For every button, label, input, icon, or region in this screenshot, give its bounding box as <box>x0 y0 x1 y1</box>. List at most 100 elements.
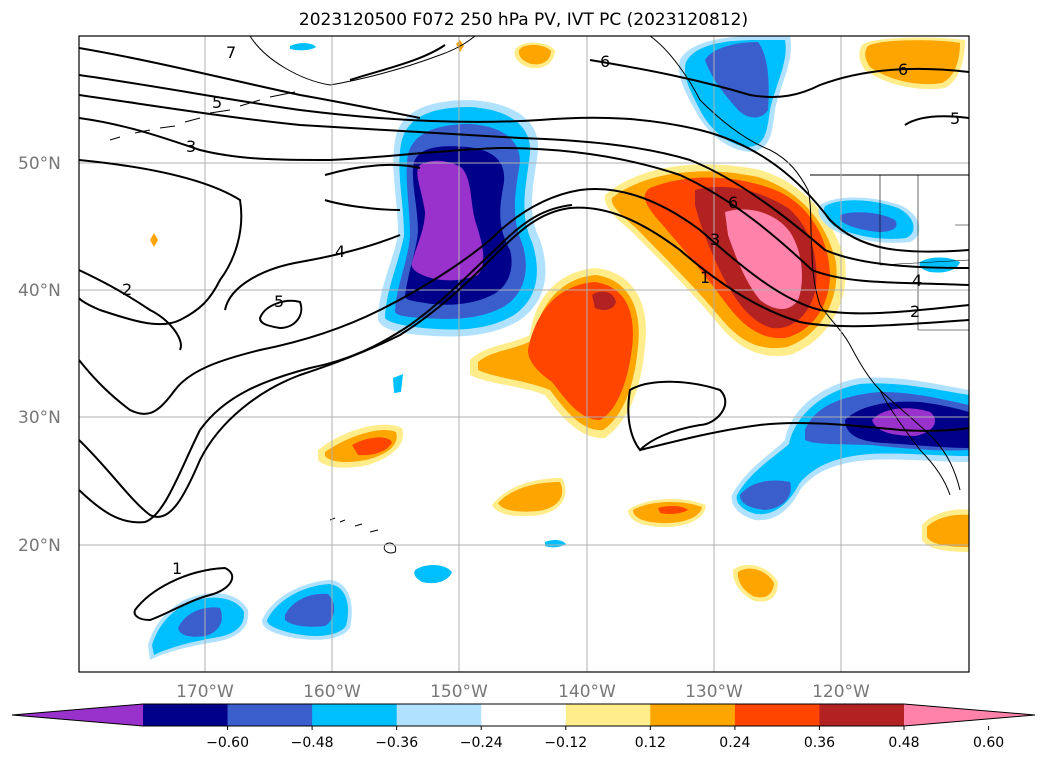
hawaii-islands <box>329 517 397 554</box>
contour-label: 6 <box>728 193 738 212</box>
contour-label: 3 <box>710 230 720 249</box>
lon-label-140w: 140°W <box>558 682 616 702</box>
contour-line <box>79 117 969 286</box>
pv-fill-deep-sky-blue <box>545 539 566 548</box>
colorbar-segment <box>819 704 905 726</box>
pv-fill-orange <box>518 44 551 65</box>
longitude-labels: 170°W 160°W 150°W 140°W 130°W 120°W <box>176 682 870 702</box>
contour-label: 5 <box>950 109 960 128</box>
contour-line <box>79 47 421 119</box>
pv-fill-deep-sky-blue <box>290 43 316 51</box>
ivt-contours <box>79 44 969 622</box>
colorbar: −0.60 −0.48 −0.36 −0.24 −0.12 0.12 0.24 0.36 0.4… <box>11 703 1036 751</box>
lat-label-30n: 30°N <box>18 408 61 428</box>
pv-fill-dark-orchid <box>411 160 484 281</box>
contour-label: 3 <box>186 137 196 156</box>
latitude-labels: 50°N 40°N 30°N 20°N <box>18 154 61 556</box>
colorbar-tick-label: −0.24 <box>460 735 503 751</box>
pv-fill-red-orange <box>352 437 392 456</box>
contour-label: 4 <box>912 271 922 290</box>
contour-line <box>589 59 969 98</box>
colorbar-segment <box>143 704 229 726</box>
north-american-coast <box>649 36 961 491</box>
contour-label: 6 <box>600 52 610 71</box>
colorbar-segment <box>396 704 482 726</box>
baja-california <box>879 389 951 496</box>
lat-label-20n: 20°N <box>18 536 61 556</box>
colorbar-tick-label: 0.48 <box>888 735 919 751</box>
contour-line <box>79 94 969 269</box>
us-state-lines <box>879 175 969 331</box>
pv-fill-orange <box>150 233 158 247</box>
contour-line <box>324 163 421 176</box>
contour-line <box>224 234 401 311</box>
contour-label: 4 <box>335 242 345 261</box>
map-plot-area: 7 5 3 2 4 5 6 6 5 6 3 1 4 2 1 <box>79 36 969 672</box>
negative-anomaly-fills <box>148 36 969 660</box>
lon-label-120w: 120°W <box>812 682 870 702</box>
lat-label-50n: 50°N <box>18 154 61 174</box>
colorbar-tick-label: −0.48 <box>291 735 334 751</box>
contour-line <box>79 159 243 326</box>
contour-label: 2 <box>122 280 132 299</box>
pv-fill-dark-red <box>592 291 616 310</box>
colorbar-extend-max <box>904 704 1035 726</box>
contour-line <box>639 421 969 451</box>
colorbar-segment <box>312 704 398 726</box>
contour-line <box>79 269 182 351</box>
contour-line <box>79 74 969 253</box>
pv-fill-royal-blue <box>740 480 791 510</box>
contour-labels: 7 5 3 2 4 5 6 6 5 6 3 1 4 2 1 <box>122 43 960 578</box>
colorbar-segment <box>734 704 820 726</box>
colorbar-tick-label: −0.12 <box>544 735 587 751</box>
colorbar-outline <box>11 703 1036 727</box>
coastlines <box>109 36 969 554</box>
pv-fill-orange <box>737 568 774 598</box>
pv-fill-orange <box>927 514 969 547</box>
pv-fill-pink <box>725 209 802 309</box>
contour-line <box>349 44 446 81</box>
lat-label-40n: 40°N <box>18 281 61 301</box>
contour-label: 5 <box>274 292 284 311</box>
colorbar-tick-label: 0.12 <box>635 735 666 751</box>
contour-label: 2 <box>910 302 920 321</box>
contour-line <box>133 566 234 622</box>
pv-fill-royal-blue <box>705 42 769 118</box>
aleutian-islands <box>109 91 296 141</box>
contour-line <box>79 188 969 415</box>
lon-label-150w: 150°W <box>430 682 488 702</box>
map-frame <box>78 35 970 673</box>
pv-fill-deep-sky-blue <box>393 374 403 393</box>
colorbar-segment <box>227 704 313 726</box>
contour-line <box>324 199 401 211</box>
contour-label: 1 <box>172 559 182 578</box>
contour-line <box>627 380 727 452</box>
contour-label: 6 <box>898 60 908 79</box>
pv-fill-royal-blue <box>178 607 222 637</box>
pv-fill-royal-blue <box>285 593 335 627</box>
contour-label: 7 <box>226 43 236 62</box>
colorbar-tick-label: −0.36 <box>375 735 418 751</box>
colorbar-segment <box>481 704 567 726</box>
contour-line <box>79 204 573 524</box>
pv-fill-royal-blue <box>840 212 897 232</box>
colorbar-tick-label: 0.60 <box>973 735 1004 751</box>
pv-fill-red-orange <box>528 282 633 420</box>
contour-label: 5 <box>212 93 222 112</box>
lon-label-160w: 160°W <box>303 682 361 702</box>
pv-fill-deep-sky-blue <box>414 564 452 584</box>
colorbar-segment <box>565 704 651 726</box>
pv-fill-deep-sky-blue <box>919 257 960 273</box>
pv-fill-orange <box>865 40 960 85</box>
contour-line <box>904 115 969 126</box>
map-title: 2023120500 F072 250 hPa PV, IVT PC (2023… <box>298 10 749 30</box>
gridlines <box>79 36 969 672</box>
lon-label-170w: 170°W <box>176 682 234 702</box>
pv-fill-orange <box>498 482 563 512</box>
colorbar-tick-label: 0.36 <box>804 735 835 751</box>
alaska-coast <box>249 36 476 86</box>
colorbar-tick-label: −0.60 <box>206 735 249 751</box>
colorbar-tick-label: 0.24 <box>719 735 750 751</box>
contour-line <box>258 299 303 330</box>
